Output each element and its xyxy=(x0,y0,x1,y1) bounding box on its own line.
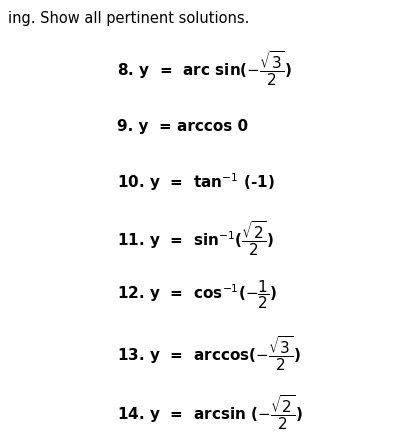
Text: 9. y  = arccos 0: 9. y = arccos 0 xyxy=(117,119,247,134)
Text: 12. y  =  cos$^{-1}$($-\dfrac{1}{2}$): 12. y = cos$^{-1}$($-\dfrac{1}{2}$) xyxy=(117,278,276,311)
Text: 8. y  =  arc sin($-\dfrac{\sqrt{3}}{2}$): 8. y = arc sin($-\dfrac{\sqrt{3}}{2}$) xyxy=(117,50,291,88)
Text: 10. y  =  tan$^{-1}$ (-1): 10. y = tan$^{-1}$ (-1) xyxy=(117,172,274,193)
Text: 13. y  =  arccos($-\dfrac{\sqrt{3}}{2}$): 13. y = arccos($-\dfrac{\sqrt{3}}{2}$) xyxy=(117,335,300,373)
Text: 11. y  =  sin$^{-1}$($\dfrac{\sqrt{2}}{2}$): 11. y = sin$^{-1}$($\dfrac{\sqrt{2}}{2}$… xyxy=(117,220,273,258)
Text: ing. Show all pertinent solutions.: ing. Show all pertinent solutions. xyxy=(8,11,249,26)
Text: 14. y  =  arcsin ($-\dfrac{\sqrt{2}}{2}$): 14. y = arcsin ($-\dfrac{\sqrt{2}}{2}$) xyxy=(117,394,302,432)
